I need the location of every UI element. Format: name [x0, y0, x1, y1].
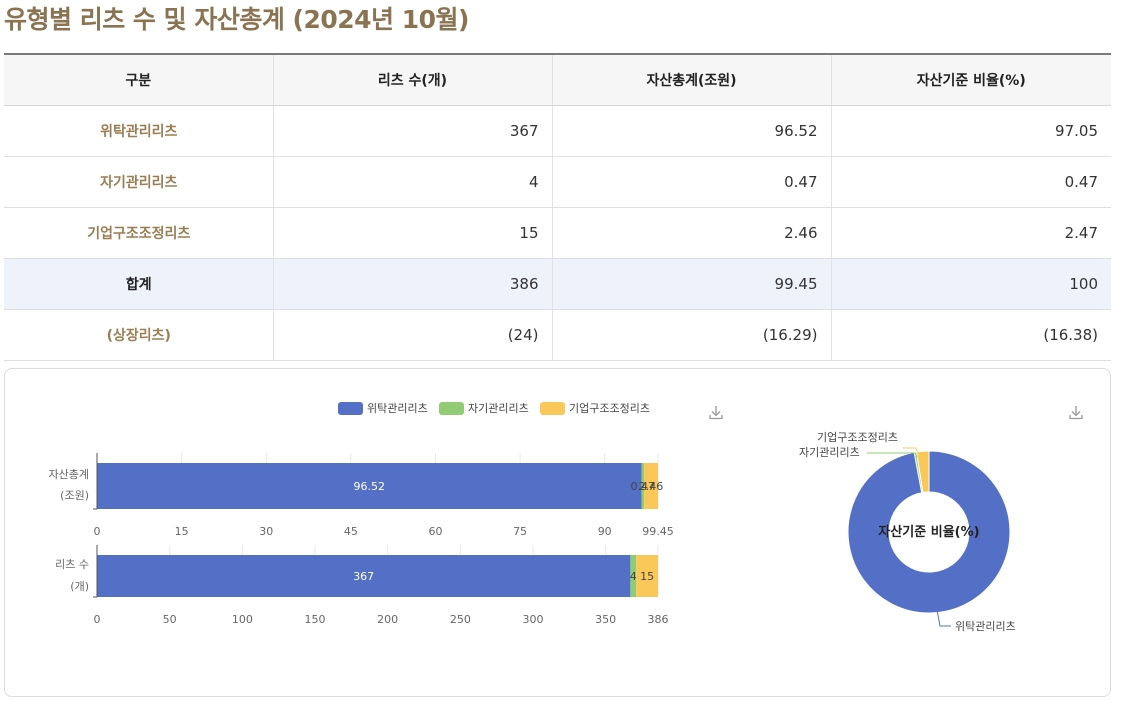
pie-slice-label: 기업구조조정리츠	[817, 431, 898, 444]
row-label: 위탁관리리츠	[4, 105, 273, 157]
cell-assets: 96.52	[551, 105, 831, 157]
data-label: 0.47	[631, 480, 656, 493]
download-icon[interactable]	[1067, 403, 1085, 421]
bar-chart-marks: 0 15 30 45 60 75 90 99.45 96.52 0.472.46 0 50 100 150…	[93, 453, 674, 626]
x-tick-label: 45	[344, 525, 358, 538]
legend-swatch-blue	[338, 402, 363, 415]
table-header-row: 구분 리츠 수(개) 자산총계(조원) 자산기준 비율(%)	[4, 53, 1111, 106]
cell-count: 386	[272, 258, 552, 310]
x-tick-label: 30	[259, 525, 273, 538]
row-label: 자기관리리츠	[4, 156, 273, 208]
table-row: 자기관리리츠 4 0.47 0.47	[4, 156, 1111, 208]
bar-segment[interactable]	[97, 555, 631, 597]
data-label: 367	[353, 570, 374, 583]
x-tick-label: 200	[377, 613, 398, 626]
x-tick-label: 350	[595, 613, 616, 626]
bar-segment[interactable]	[97, 463, 642, 509]
data-label: 4	[630, 570, 637, 583]
table-row-listed: (상장리츠) (24) (16.29) (16.38)	[4, 309, 1111, 361]
x-tick-label: 90	[598, 525, 612, 538]
cell-ratio: 97.05	[830, 105, 1111, 157]
x-tick-label: 99.45	[642, 525, 674, 538]
cell-count: 15	[272, 207, 552, 259]
page-title: 유형별 리츠 수 및 자산총계 (2024년 10월)	[4, 5, 469, 34]
legend-item-trust[interactable]: 위탁관리리츠	[338, 402, 428, 415]
legend-label: 자기관리리츠	[468, 402, 529, 415]
pie-slice-label: 위탁관리리츠	[955, 620, 1016, 633]
cell-count: 4	[272, 156, 552, 208]
legend-swatch-green	[439, 402, 464, 415]
bar-segment[interactable]	[636, 555, 658, 597]
pie-slice-label: 자기관리리츠	[799, 446, 860, 459]
cell-ratio: 100	[830, 258, 1111, 310]
bar-segment[interactable]	[630, 555, 637, 597]
cell-ratio: (16.38)	[830, 309, 1111, 361]
legend-item-self[interactable]: 자기관리리츠	[439, 402, 529, 415]
x-tick-label: 0	[94, 525, 101, 538]
legend-item-restructuring[interactable]: 기업구조조정리츠	[540, 402, 650, 415]
cell-count: 367	[272, 105, 552, 157]
chart-panel: 위탁관리리츠 자기관리리츠 기업구조조정리츠 자산총계 (조원) 리츠 수 (개…	[4, 368, 1111, 697]
charts-svg: 위탁관리리츠 자기관리리츠 기업구조조정리츠 자산총계 (조원) 리츠 수 (개…	[49, 402, 1085, 633]
summary-table: 구분 리츠 수(개) 자산총계(조원) 자산기준 비율(%) 위탁관리리츠 36…	[4, 53, 1111, 361]
pie-slice[interactable]	[847, 450, 1011, 614]
row-label: (상장리츠)	[4, 309, 273, 361]
pie-label-line	[903, 447, 919, 455]
table-row: 기업구조조정리츠 15 2.46 2.47	[4, 207, 1111, 259]
category-label: 자산총계	[49, 468, 89, 481]
cell-ratio: 2.47	[830, 207, 1111, 259]
x-tick-label: 50	[163, 613, 177, 626]
row-label: 기업구조조정리츠	[4, 207, 273, 259]
category-label: (조원)	[60, 489, 89, 502]
bar-legend: 위탁관리리츠 자기관리리츠 기업구조조정리츠	[338, 402, 650, 415]
bar-segment[interactable]	[644, 463, 658, 509]
legend-label: 위탁관리리츠	[367, 402, 428, 415]
category-label: 리츠 수	[55, 558, 89, 571]
x-tick-label: 300	[523, 613, 544, 626]
pie-center-label: 자산기준 비율(%)	[878, 524, 979, 540]
cell-ratio: 0.47	[830, 156, 1111, 208]
x-tick-label: 150	[305, 613, 326, 626]
header-count: 리츠 수(개)	[272, 53, 552, 106]
table-row: 위탁관리리츠 367 96.52 97.05	[4, 105, 1111, 157]
cell-assets: 0.47	[551, 156, 831, 208]
cell-count: (24)	[272, 309, 552, 361]
cell-assets: 2.46	[551, 207, 831, 259]
x-tick-label: 386	[648, 613, 669, 626]
header-category: 구분	[4, 53, 273, 106]
cell-assets: (16.29)	[551, 309, 831, 361]
x-tick-label: 100	[232, 613, 253, 626]
data-label: 96.52	[353, 480, 385, 493]
data-label: 15	[640, 570, 654, 583]
pie-label-line	[936, 609, 951, 627]
pie-label-line	[867, 452, 918, 458]
table-row-total: 합계 386 99.45 100	[4, 258, 1111, 310]
download-icon[interactable]	[707, 403, 725, 421]
x-tick-label: 60	[428, 525, 442, 538]
row-label: 합계	[4, 258, 273, 310]
bar-segment[interactable]	[641, 463, 645, 509]
header-ratio: 자산기준 비율(%)	[830, 53, 1111, 106]
legend-label: 기업구조조정리츠	[569, 402, 650, 415]
category-label: (개)	[70, 580, 89, 593]
data-label: 2.46	[639, 480, 664, 493]
x-tick-label: 75	[513, 525, 527, 538]
pie-chart-marks	[847, 450, 1011, 614]
x-tick-label: 250	[450, 613, 471, 626]
x-tick-label: 0	[94, 613, 101, 626]
cell-assets: 99.45	[551, 258, 831, 310]
header-assets: 자산총계(조원)	[551, 53, 831, 106]
legend-swatch-yellow	[540, 402, 565, 415]
x-tick-label: 15	[175, 525, 189, 538]
